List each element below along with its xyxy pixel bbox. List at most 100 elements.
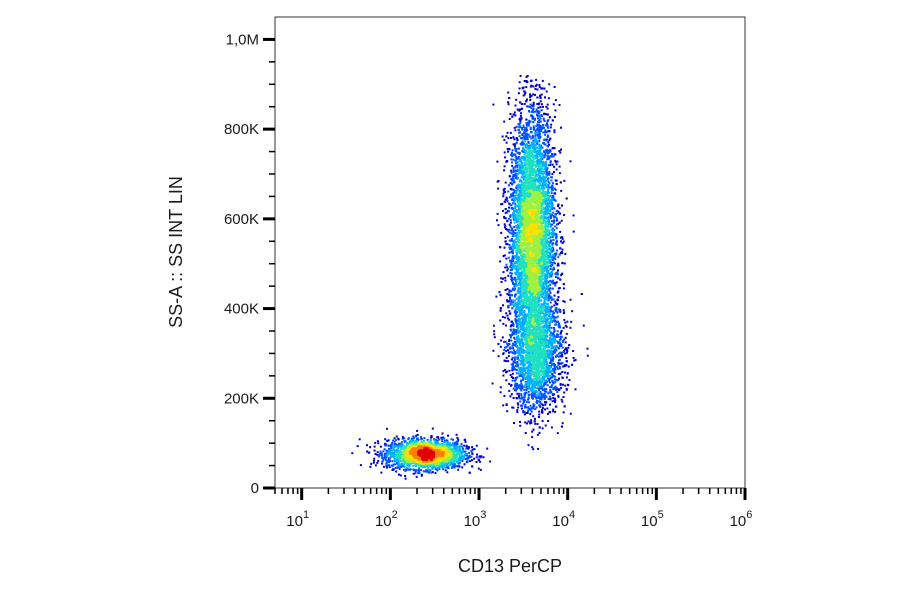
scatter-point (395, 470, 398, 473)
scatter-point (555, 316, 558, 319)
scatter-point (429, 439, 432, 441)
scatter-point (546, 303, 549, 306)
scatter-point (559, 338, 562, 341)
scatter-point (533, 379, 536, 381)
scatter-point (539, 310, 542, 313)
scatter-point (562, 326, 565, 329)
scatter-point (548, 260, 551, 263)
scatter-point (512, 282, 514, 285)
scatter-point (381, 454, 383, 457)
scatter-point (526, 369, 529, 372)
scatter-point (553, 341, 556, 344)
scatter-point (542, 335, 545, 337)
scatter-point (565, 351, 568, 354)
scatter-points (351, 75, 589, 480)
scatter-point (559, 332, 562, 335)
scatter-point (527, 398, 529, 401)
scatter-point (548, 324, 551, 327)
scatter-point (468, 454, 471, 457)
scatter-point (366, 444, 368, 447)
scatter-point (562, 383, 564, 386)
scatter-point (548, 287, 551, 290)
scatter-point (564, 352, 566, 355)
scatter-point (525, 100, 528, 103)
scatter-point (513, 300, 516, 302)
scatter-point (527, 406, 530, 409)
scatter-point (549, 161, 552, 164)
scatter-point (515, 217, 518, 220)
scatter-point (524, 305, 527, 308)
scatter-point (505, 350, 508, 353)
scatter-point (519, 191, 522, 193)
scatter-point (530, 410, 533, 413)
scatter-point (512, 387, 515, 390)
scatter-point (398, 465, 401, 468)
scatter-point (373, 459, 375, 462)
scatter-point (516, 266, 518, 269)
scatter-point (477, 467, 480, 470)
scatter-point (509, 350, 512, 353)
scatter-point (546, 103, 549, 106)
scatter-point (544, 308, 547, 311)
scatter-point (514, 295, 516, 298)
scatter-point (551, 344, 554, 347)
scatter-point (544, 191, 547, 194)
scatter-point (557, 203, 560, 206)
scatter-point (516, 291, 519, 294)
scatter-point (527, 371, 530, 374)
scatter-point (515, 281, 518, 284)
scatter-point (430, 435, 433, 438)
scatter-point (549, 164, 552, 167)
scatter-point (514, 318, 517, 321)
scatter-point (515, 225, 518, 228)
scatter-point (562, 396, 565, 398)
scatter-point (510, 250, 513, 253)
scatter-point (392, 448, 395, 450)
scatter-point (514, 241, 517, 244)
scatter-point (521, 322, 524, 325)
scatter-point (514, 379, 517, 382)
scatter-point (546, 120, 549, 123)
scatter-point (520, 355, 523, 357)
scatter-point (549, 398, 552, 401)
scatter-point (546, 309, 549, 312)
scatter-point (529, 381, 532, 384)
scatter-point (531, 378, 534, 381)
scatter-point (547, 97, 550, 100)
scatter-point (558, 253, 561, 256)
scatter-point (433, 465, 435, 468)
scatter-point (549, 150, 552, 153)
scatter-point (564, 348, 567, 351)
scatter-point (558, 347, 561, 350)
scatter-point (545, 244, 548, 247)
scatter-point (538, 413, 541, 416)
scatter-point (538, 431, 541, 434)
scatter-point (412, 472, 415, 475)
scatter-point (551, 287, 554, 290)
scatter-point (517, 300, 520, 303)
scatter-point (536, 157, 538, 160)
scatter-point (469, 460, 472, 463)
scatter-point (549, 265, 552, 268)
scatter-point (524, 293, 527, 296)
scatter-point (395, 456, 398, 459)
scatter-point (561, 236, 564, 239)
scatter-point (501, 135, 504, 138)
scatter-point (377, 442, 380, 445)
scatter-point (515, 226, 518, 229)
scatter-point (460, 442, 463, 445)
scatter-point (514, 202, 517, 205)
scatter-point (554, 242, 557, 245)
scatter-point (519, 120, 522, 123)
scatter-point (530, 80, 532, 83)
scatter-point (507, 267, 510, 270)
scatter-point (543, 300, 546, 303)
scatter-point (545, 131, 548, 134)
scatter-point (515, 302, 518, 305)
scatter-point (541, 184, 543, 187)
scatter-point (544, 201, 547, 204)
scatter-point (563, 338, 566, 341)
scatter-point (524, 371, 527, 374)
scatter-point (392, 463, 395, 466)
scatter-point (523, 322, 526, 324)
